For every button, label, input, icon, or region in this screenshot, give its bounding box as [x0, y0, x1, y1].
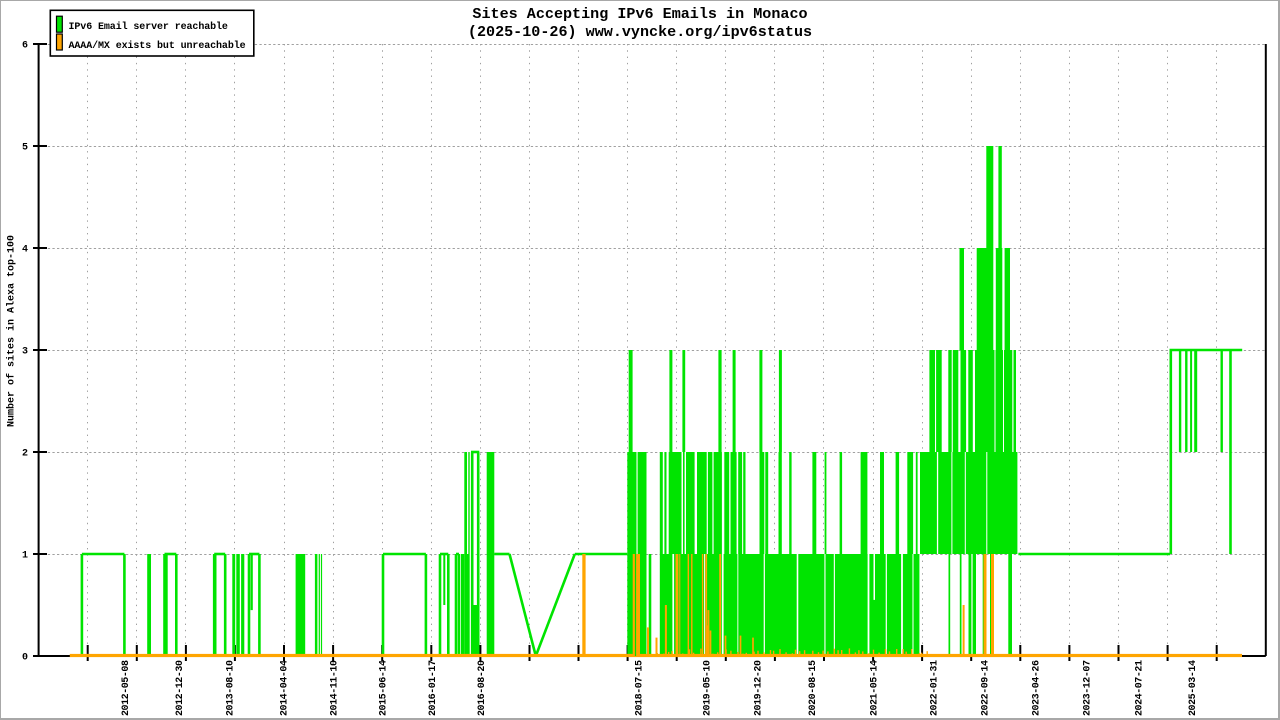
svg-text:2020-08-15: 2020-08-15 [808, 660, 819, 716]
svg-text:2014-04-04: 2014-04-04 [279, 660, 290, 716]
svg-text:2025-03-14: 2025-03-14 [1188, 660, 1199, 716]
svg-text:4: 4 [22, 245, 28, 256]
svg-text:Sites Accepting IPv6 Emails in: Sites Accepting IPv6 Emails in Monaco [472, 5, 807, 23]
svg-text:2019-12-20: 2019-12-20 [754, 660, 765, 716]
svg-text:2021-05-14: 2021-05-14 [870, 660, 881, 716]
svg-text:2024-07-21: 2024-07-21 [1134, 660, 1145, 716]
svg-text:3: 3 [22, 347, 28, 358]
svg-text:2012-12-30: 2012-12-30 [175, 660, 186, 716]
svg-text:2012-05-08: 2012-05-08 [121, 660, 132, 716]
svg-text:(2025-10-26) www.vyncke.org/ip: (2025-10-26) www.vyncke.org/ipv6status [468, 23, 812, 41]
svg-text:2013-08-10: 2013-08-10 [225, 660, 236, 716]
svg-text:2023-04-26: 2023-04-26 [1032, 660, 1043, 716]
svg-text:5: 5 [22, 143, 28, 154]
svg-text:2023-12-07: 2023-12-07 [1083, 660, 1094, 716]
svg-text:1: 1 [22, 551, 28, 562]
svg-text:2014-11-10: 2014-11-10 [329, 660, 340, 716]
svg-text:IPv6 Email server reachable: IPv6 Email server reachable [69, 21, 228, 33]
svg-text:2018-07-15: 2018-07-15 [635, 660, 646, 716]
svg-text:2022-09-14: 2022-09-14 [981, 660, 992, 716]
svg-text:2016-08-20: 2016-08-20 [477, 660, 488, 716]
svg-text:2016-01-17: 2016-01-17 [428, 660, 439, 716]
svg-text:6: 6 [22, 41, 28, 52]
svg-text:0: 0 [22, 653, 28, 664]
svg-text:2: 2 [22, 449, 28, 460]
svg-text:AAAA/MX exists but unreachable: AAAA/MX exists but unreachable [69, 40, 246, 52]
svg-text:Number of sites in Alexa top-1: Number of sites in Alexa top-100 [6, 235, 18, 427]
svg-text:2019-05-10: 2019-05-10 [703, 660, 714, 716]
svg-text:2022-01-31: 2022-01-31 [929, 660, 940, 716]
svg-text:2015-06-14: 2015-06-14 [378, 660, 389, 716]
